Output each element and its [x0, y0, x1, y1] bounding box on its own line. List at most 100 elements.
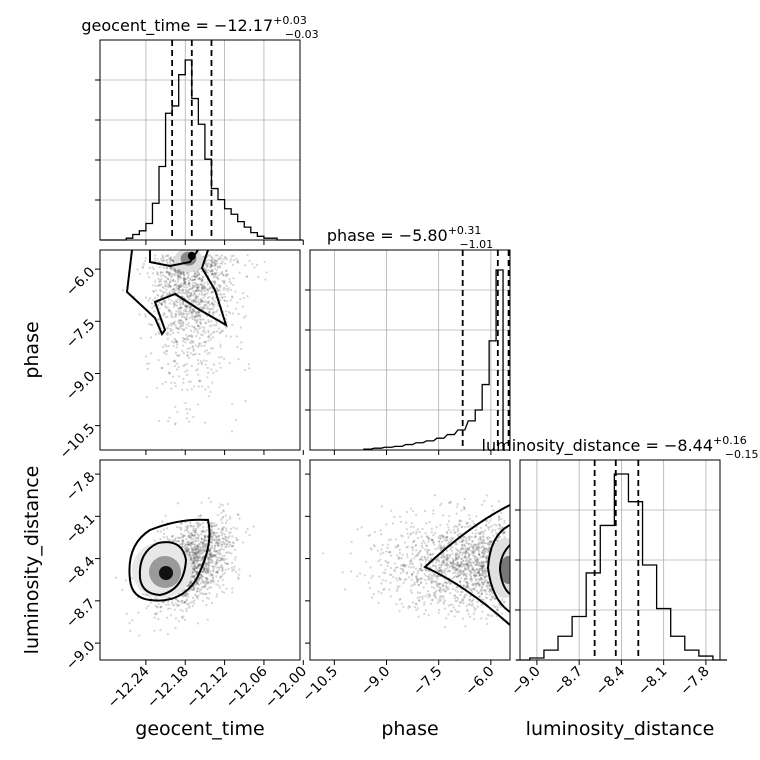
sample-point: [471, 550, 475, 553]
sample-point: [198, 587, 201, 590]
sample-point: [168, 292, 171, 295]
contour-inner: [149, 250, 199, 268]
sample-point: [369, 547, 372, 550]
sample-point: [455, 564, 458, 567]
sample-point: [237, 358, 240, 361]
sample-point: [171, 259, 174, 262]
sample-point: [209, 579, 212, 582]
sample-point: [426, 551, 429, 554]
sample-point: [475, 556, 479, 559]
sample-point: [477, 582, 480, 585]
sample-point: [495, 615, 499, 618]
sample-point: [211, 311, 214, 314]
sample-point: [406, 555, 409, 558]
x-axis-label-geocent-time: geocent_time: [135, 718, 264, 740]
sample-point: [195, 547, 198, 550]
sample-point: [174, 273, 177, 276]
sample-point: [226, 562, 230, 565]
sample-point: [363, 574, 367, 577]
sample-point: [204, 576, 208, 580]
sample-point: [223, 262, 226, 265]
sample-point: [218, 576, 222, 579]
y-tick-label: −9.0: [63, 638, 98, 673]
sample-point: [196, 559, 199, 562]
sample-point: [215, 324, 218, 327]
sample-point: [482, 562, 485, 565]
sample-point: [447, 520, 451, 523]
sample-point: [182, 315, 186, 319]
sample-point: [458, 550, 462, 553]
sample-point: [174, 268, 177, 271]
sample-point: [440, 556, 443, 559]
sample-point: [220, 565, 223, 568]
sample-point: [180, 295, 184, 298]
sample-point: [431, 564, 435, 567]
sample-point: [187, 543, 190, 546]
sample-point: [479, 539, 483, 542]
sample-point: [202, 284, 205, 287]
axes-frame: [309, 249, 511, 451]
sample-point: [185, 272, 188, 275]
sample-point: [478, 564, 481, 567]
sample-point: [440, 534, 444, 537]
sample-point: [194, 315, 198, 318]
sample-point: [367, 534, 370, 537]
sample-point: [179, 291, 183, 295]
sample-point: [205, 262, 209, 265]
sample-point: [186, 369, 189, 372]
sample-point: [219, 266, 222, 269]
sample-point: [211, 522, 214, 525]
sample-point: [174, 299, 178, 302]
sample-point: [483, 500, 486, 503]
sample-point: [207, 262, 210, 265]
sample-point: [418, 558, 421, 561]
sample-point: [196, 283, 199, 286]
sample-point: [168, 539, 172, 542]
sample-point: [193, 552, 197, 555]
sample-point: [184, 318, 187, 321]
sample-point: [415, 543, 418, 547]
sample-point: [492, 534, 495, 537]
sample-point: [222, 273, 225, 276]
sample-point: [185, 550, 188, 553]
sample-point: [196, 580, 199, 584]
sample-point: [207, 567, 210, 570]
sample-point: [467, 536, 470, 539]
sample-point: [208, 553, 211, 557]
sample-point: [194, 565, 197, 568]
sample-point: [423, 601, 426, 604]
sample-point: [212, 312, 215, 315]
histogram-step-line: [515, 473, 728, 661]
sample-point: [229, 257, 233, 261]
sample-point: [225, 287, 228, 291]
sample-point: [207, 572, 210, 575]
sample-point: [238, 517, 241, 520]
sample-point: [180, 312, 183, 315]
sample-point: [421, 597, 424, 600]
sample-point: [483, 571, 487, 574]
sample-point: [190, 543, 193, 546]
sample-point: [389, 595, 392, 598]
sample-point: [184, 307, 187, 311]
sample-point: [191, 549, 194, 552]
sample-point: [466, 586, 469, 589]
sample-point: [174, 422, 177, 425]
sample-point: [207, 568, 210, 571]
sample-point: [185, 312, 188, 316]
sample-point: [201, 529, 204, 532]
sample-point: [199, 321, 202, 324]
sample-point: [426, 535, 429, 538]
sample-point: [228, 277, 231, 281]
sample-point: [169, 266, 172, 269]
sample-point: [215, 259, 218, 263]
sample-point: [460, 557, 463, 560]
sample-point: [480, 566, 483, 569]
sample-point: [191, 567, 194, 571]
sample-point: [197, 556, 200, 560]
sample-point: [172, 301, 176, 304]
sample-point: [235, 538, 238, 542]
sample-point: [420, 542, 423, 545]
sample-point: [192, 310, 195, 313]
sample-point: [191, 286, 194, 290]
sample-point: [463, 596, 466, 599]
